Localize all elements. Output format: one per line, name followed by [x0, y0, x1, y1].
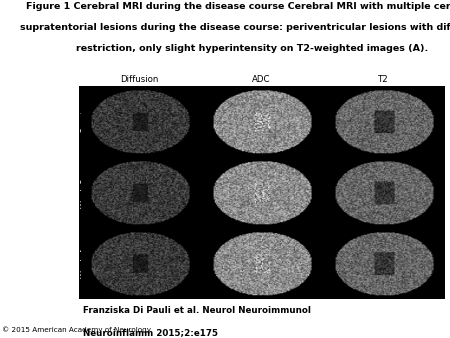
Text: supratentorial lesions during the disease course: periventricular lesions with d: supratentorial lesions during the diseas… — [20, 23, 450, 32]
Text: Figure 1 Cerebral MRI during the disease course Cerebral MRI with multiple cereb: Figure 1 Cerebral MRI during the disease… — [26, 2, 450, 11]
Text: T2: T2 — [378, 75, 389, 84]
Text: ADC: ADC — [252, 75, 271, 84]
Text: Franziska Di Pauli et al. Neurol Neuroimmunol: Franziska Di Pauli et al. Neurol Neuroim… — [83, 306, 311, 315]
FancyBboxPatch shape — [79, 86, 445, 299]
Text: restriction, only slight hyperintensity on T2-weighted images (A).: restriction, only slight hyperintensity … — [76, 44, 428, 53]
Text: C: C — [81, 230, 88, 239]
Text: Neuroinflamm 2015;2:e175: Neuroinflamm 2015;2:e175 — [83, 328, 218, 337]
Text: Diffusion: Diffusion — [121, 75, 159, 84]
Text: Onset: Onset — [81, 110, 90, 134]
Text: Week 2: Week 2 — [81, 178, 90, 208]
Text: Week 4: Week 4 — [81, 249, 90, 279]
Text: B: B — [81, 159, 88, 168]
Text: © 2015 American Academy of Neurology: © 2015 American Academy of Neurology — [2, 326, 151, 333]
Text: A: A — [81, 88, 88, 97]
